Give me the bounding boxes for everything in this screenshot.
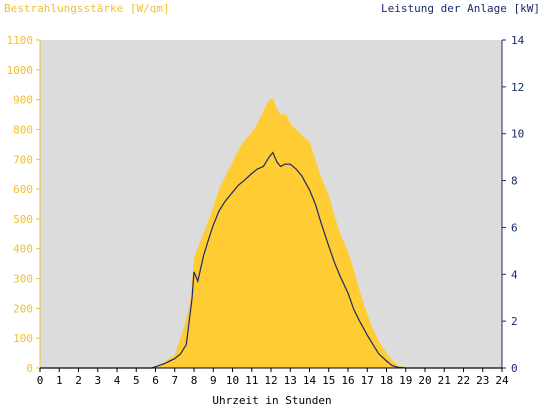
right-tick-label: 6 — [511, 221, 518, 234]
x-tick-label: 13 — [284, 374, 297, 387]
right-tick-label: 8 — [511, 175, 518, 188]
left-tick-label: 700 — [13, 153, 33, 166]
x-tick-label: 8 — [191, 374, 198, 387]
x-tick-label: 22 — [457, 374, 470, 387]
x-tick-label: 20 — [418, 374, 431, 387]
x-tick-label: 17 — [361, 374, 374, 387]
x-tick-label: 6 — [152, 374, 159, 387]
x-tick-label: 16 — [341, 374, 354, 387]
right-axis-title: Leistung der Anlage [kW] — [381, 2, 540, 15]
left-tick-label: 600 — [13, 183, 33, 196]
left-axis-title: Bestrahlungsstärke [W/qm] — [4, 2, 170, 15]
left-tick-label: 1000 — [7, 64, 34, 77]
x-tick-label: 10 — [226, 374, 239, 387]
x-tick-label: 0 — [37, 374, 44, 387]
left-tick-label: 1100 — [7, 34, 34, 47]
left-tick-label: 0 — [26, 362, 33, 375]
right-tick-label: 4 — [511, 268, 518, 281]
left-tick-label: 100 — [13, 332, 33, 345]
left-tick-label: 900 — [13, 94, 33, 107]
right-tick-label: 10 — [511, 128, 524, 141]
left-tick-label: 400 — [13, 243, 33, 256]
left-tick-label: 300 — [13, 273, 33, 286]
right-tick-label: 12 — [511, 81, 524, 94]
x-tick-label: 18 — [380, 374, 393, 387]
irradiance-area — [151, 98, 410, 368]
x-tick-label: 23 — [476, 374, 489, 387]
left-tick-label: 800 — [13, 123, 33, 136]
right-tick-label: 2 — [511, 315, 518, 328]
x-tick-label: 19 — [399, 374, 412, 387]
power-line — [40, 151, 502, 369]
right-tick-label: 14 — [511, 34, 525, 47]
x-tick-label: 5 — [133, 374, 140, 387]
x-tick-label: 12 — [264, 374, 277, 387]
x-tick-label: 21 — [438, 374, 451, 387]
x-tick-label: 4 — [114, 374, 121, 387]
x-tick-label: 7 — [171, 374, 178, 387]
x-tick-label: 1 — [56, 374, 63, 387]
x-tick-label: 14 — [303, 374, 317, 387]
x-tick-label: 24 — [495, 374, 509, 387]
x-tick-label: 15 — [322, 374, 335, 387]
x-axis-title: Uhrzeit in Stunden — [212, 394, 332, 407]
x-tick-label: 3 — [94, 374, 101, 387]
right-tick-label: 0 — [511, 362, 518, 375]
x-tick-label: 11 — [245, 374, 258, 387]
x-tick-label: 9 — [210, 374, 217, 387]
x-tick-label: 2 — [75, 374, 82, 387]
left-tick-label: 500 — [13, 213, 33, 226]
left-tick-label: 200 — [13, 302, 33, 315]
